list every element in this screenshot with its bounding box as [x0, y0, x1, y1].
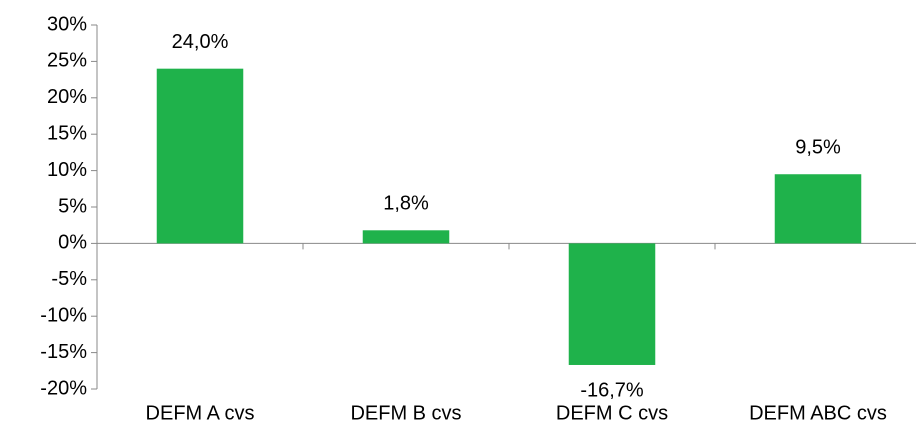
- y-tick-label: 15%: [47, 122, 87, 144]
- x-tick-label: DEFM ABC cvs: [749, 402, 887, 424]
- y-tick-label: 5%: [58, 195, 87, 217]
- value-label: -16,7%: [580, 379, 644, 401]
- y-tick-label: -5%: [51, 268, 87, 290]
- y-tick-label: 20%: [47, 86, 87, 108]
- x-tick-label: DEFM B cvs: [350, 402, 461, 424]
- y-tick-label: -15%: [40, 341, 87, 363]
- bar: [362, 230, 450, 244]
- x-tick-label: DEFM C cvs: [556, 402, 668, 424]
- y-tick-label: -20%: [40, 377, 87, 399]
- y-tick-label: 30%: [47, 13, 87, 35]
- value-label: 24,0%: [172, 31, 229, 53]
- y-tick-label: 0%: [58, 232, 87, 254]
- x-tick-label: DEFM A cvs: [146, 402, 255, 424]
- bar: [568, 243, 656, 365]
- value-label: 1,8%: [383, 193, 429, 215]
- y-tick-label: 10%: [47, 159, 87, 181]
- value-label: 9,5%: [795, 137, 841, 159]
- y-tick-label: -10%: [40, 304, 87, 326]
- bar: [774, 174, 862, 244]
- bar: [156, 68, 244, 244]
- y-tick-label: 25%: [47, 50, 87, 72]
